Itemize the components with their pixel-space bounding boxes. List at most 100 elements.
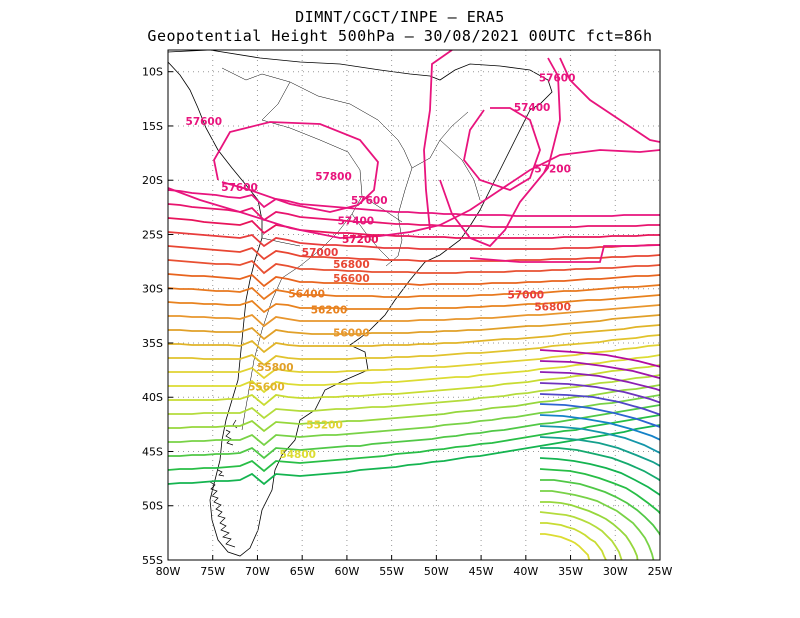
contour-line: [168, 273, 660, 288]
x-tick-label: 75W: [200, 565, 225, 578]
contour-layer: [168, 50, 660, 560]
contour-line: [559, 57, 660, 143]
coastline-layer: [168, 50, 553, 557]
contour-line: [539, 393, 660, 416]
fjords-chile: [209, 419, 238, 548]
contour-line: [540, 479, 660, 537]
country-borders: [221, 67, 481, 431]
contour-line: [540, 447, 660, 482]
contour-label: 57200: [342, 234, 379, 246]
contour-line: [168, 324, 660, 354]
x-axis-ticks: 80W 75W 70W 65W 60W 55W 50W 45W 40W 35W 30W 25W: [156, 555, 673, 578]
contour-label: 57000: [508, 289, 545, 301]
contour-line: [168, 231, 660, 250]
contour-line: [168, 344, 660, 380]
y-axis-ticks: 10S 15S 20S 25S 30S 35S 40S 45S 50S 55S: [142, 66, 173, 567]
contour-line: [539, 511, 623, 560]
contour-line: [168, 334, 660, 367]
contour-label: 55200: [306, 420, 343, 432]
contour-line: [168, 304, 660, 328]
contour-label-layer: 57600 57400 57600 57200 57800 57600 57600 57400…: [186, 72, 576, 461]
title-line-1: DIMNT/CGCT/INPE – ERA5: [295, 8, 505, 26]
contour-line: [540, 501, 639, 560]
x-tick-label: 45W: [469, 565, 494, 578]
contour-line: [540, 533, 591, 560]
contour-line: [539, 349, 660, 368]
contour-line: [168, 203, 660, 228]
contour-line: [168, 354, 660, 394]
x-tick-label: 30W: [603, 565, 628, 578]
contour-line: [168, 259, 660, 275]
contour-label: 57200: [534, 164, 571, 176]
y-tick-label: 10S: [142, 66, 163, 79]
contour-label: 56200: [311, 305, 348, 317]
x-tick-label: 35W: [558, 565, 583, 578]
contour-line: [213, 121, 379, 213]
contour-label: 57000: [302, 247, 339, 259]
contour-line: [539, 360, 660, 380]
contour-label: 55800: [257, 362, 294, 374]
contour-line: [539, 382, 660, 404]
contour-label: 56800: [333, 259, 370, 271]
contour-line: [423, 50, 453, 231]
x-tick-label: 40W: [513, 565, 538, 578]
x-tick-label: 60W: [334, 565, 359, 578]
contour-line: [168, 364, 660, 407]
contour-line: [539, 436, 660, 467]
contour-label: 57400: [338, 216, 375, 228]
y-tick-label: 30S: [142, 283, 163, 296]
x-tick-label: 70W: [245, 565, 270, 578]
title-line-2: Geopotential Height 500hPa – 30/08/2021 …: [147, 27, 653, 45]
south-america-coast: [168, 50, 553, 557]
contour-label: 55600: [248, 382, 285, 394]
contour-line: [439, 57, 561, 248]
contour-line: [540, 522, 607, 560]
map-frame: [167, 49, 661, 561]
contour-line: [539, 371, 660, 392]
contour-label: 57800: [315, 171, 352, 183]
contour-line: [168, 374, 660, 420]
contour-label: 57600: [539, 72, 576, 84]
contour-line: [539, 425, 660, 455]
contour-label: 57400: [514, 102, 551, 114]
y-tick-label: 50S: [142, 500, 163, 513]
x-tick-label: 25W: [648, 565, 673, 578]
contour-line: [539, 468, 660, 515]
x-tick-label: 50W: [424, 565, 449, 578]
contour-line: [168, 245, 660, 262]
contour-line: [168, 394, 660, 447]
x-tick-label: 65W: [290, 565, 315, 578]
y-tick-label: 25S: [142, 228, 163, 241]
contour-line: [168, 384, 660, 433]
y-tick-label: 45S: [142, 445, 163, 458]
contour-line: [469, 244, 660, 263]
contour-line: [539, 457, 660, 497]
contour-line: [539, 403, 660, 428]
contour-label: 54800: [279, 449, 316, 461]
contour-line: [463, 107, 541, 191]
contour-label: 57600: [351, 195, 388, 207]
x-tick-label: 80W: [156, 565, 181, 578]
contour-line: [168, 149, 660, 239]
y-tick-label: 20S: [142, 174, 163, 187]
contour-label: 57600: [221, 182, 258, 194]
contour-label: 56800: [534, 301, 571, 313]
contour-label: 56000: [333, 327, 370, 339]
contour-line: [168, 284, 660, 301]
contour-label: 56600: [333, 273, 370, 285]
contour-label: 57600: [186, 116, 223, 128]
contour-line: [168, 414, 660, 473]
contour-line: [168, 217, 660, 239]
contour-line: [168, 294, 660, 314]
contour-line: [168, 189, 660, 217]
x-tick-label: 55W: [379, 565, 404, 578]
contour-label: 56400: [288, 288, 325, 300]
y-tick-label: 15S: [142, 120, 163, 133]
y-tick-label: 55S: [142, 554, 163, 567]
contour-line: [168, 314, 660, 341]
y-tick-label: 35S: [142, 337, 163, 350]
y-tick-label: 40S: [142, 391, 163, 404]
contour-line: [540, 490, 655, 560]
contour-line: [539, 414, 660, 441]
